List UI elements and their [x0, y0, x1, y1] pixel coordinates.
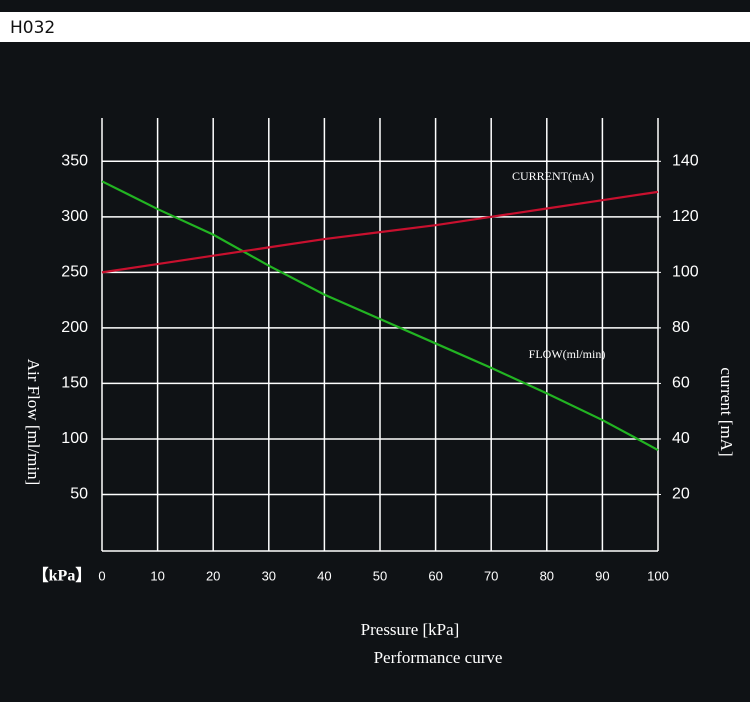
x-tick-label: 90: [595, 568, 609, 583]
series-line: [101, 180, 659, 452]
y2-tick-label: 80: [672, 319, 690, 336]
x-tick-label: 40: [317, 568, 331, 583]
y-tick-label: 350: [61, 153, 88, 170]
y-tick-label: 100: [61, 430, 88, 447]
y2-tick-label: 140: [672, 153, 699, 170]
header-title: H032: [10, 18, 55, 38]
x-tick-label: 60: [428, 568, 442, 583]
series-line: [101, 190, 659, 274]
x-unit-label: 【kPa】: [33, 567, 92, 585]
y2-tick-label: 20: [672, 486, 690, 503]
caption: Performance curve: [374, 648, 503, 667]
series-label: CURRENT(mA): [512, 169, 594, 183]
x-tick-label: 30: [262, 568, 276, 583]
x-tick-label: 70: [484, 568, 498, 583]
x-tick-label: 0: [98, 568, 105, 583]
y-axis-label: Air Flow [ml/min]: [24, 359, 43, 486]
y-tick-label: 50: [70, 486, 88, 503]
x-tick-label: 100: [647, 568, 669, 583]
y-tick-label: 150: [61, 375, 88, 392]
y-tick-label: 250: [61, 264, 88, 281]
x-axis-label: Pressure [kPa]: [361, 620, 460, 639]
y2-tick-label: 60: [672, 375, 690, 392]
series-label: FLOW(ml/min): [529, 347, 606, 361]
x-tick-label: 80: [540, 568, 554, 583]
y2-tick-label: 120: [672, 208, 699, 225]
y2-tick-label: 100: [672, 264, 699, 281]
x-tick-label: 10: [150, 568, 164, 583]
y-tick-label: 200: [61, 319, 88, 336]
x-tick-label: 50: [373, 568, 387, 583]
y2-axis-label: current [mA]: [717, 367, 736, 456]
y2-tick-label: 40: [672, 430, 690, 447]
x-tick-label: 20: [206, 568, 220, 583]
header-bar: [0, 12, 750, 42]
y-tick-label: 300: [61, 208, 88, 225]
